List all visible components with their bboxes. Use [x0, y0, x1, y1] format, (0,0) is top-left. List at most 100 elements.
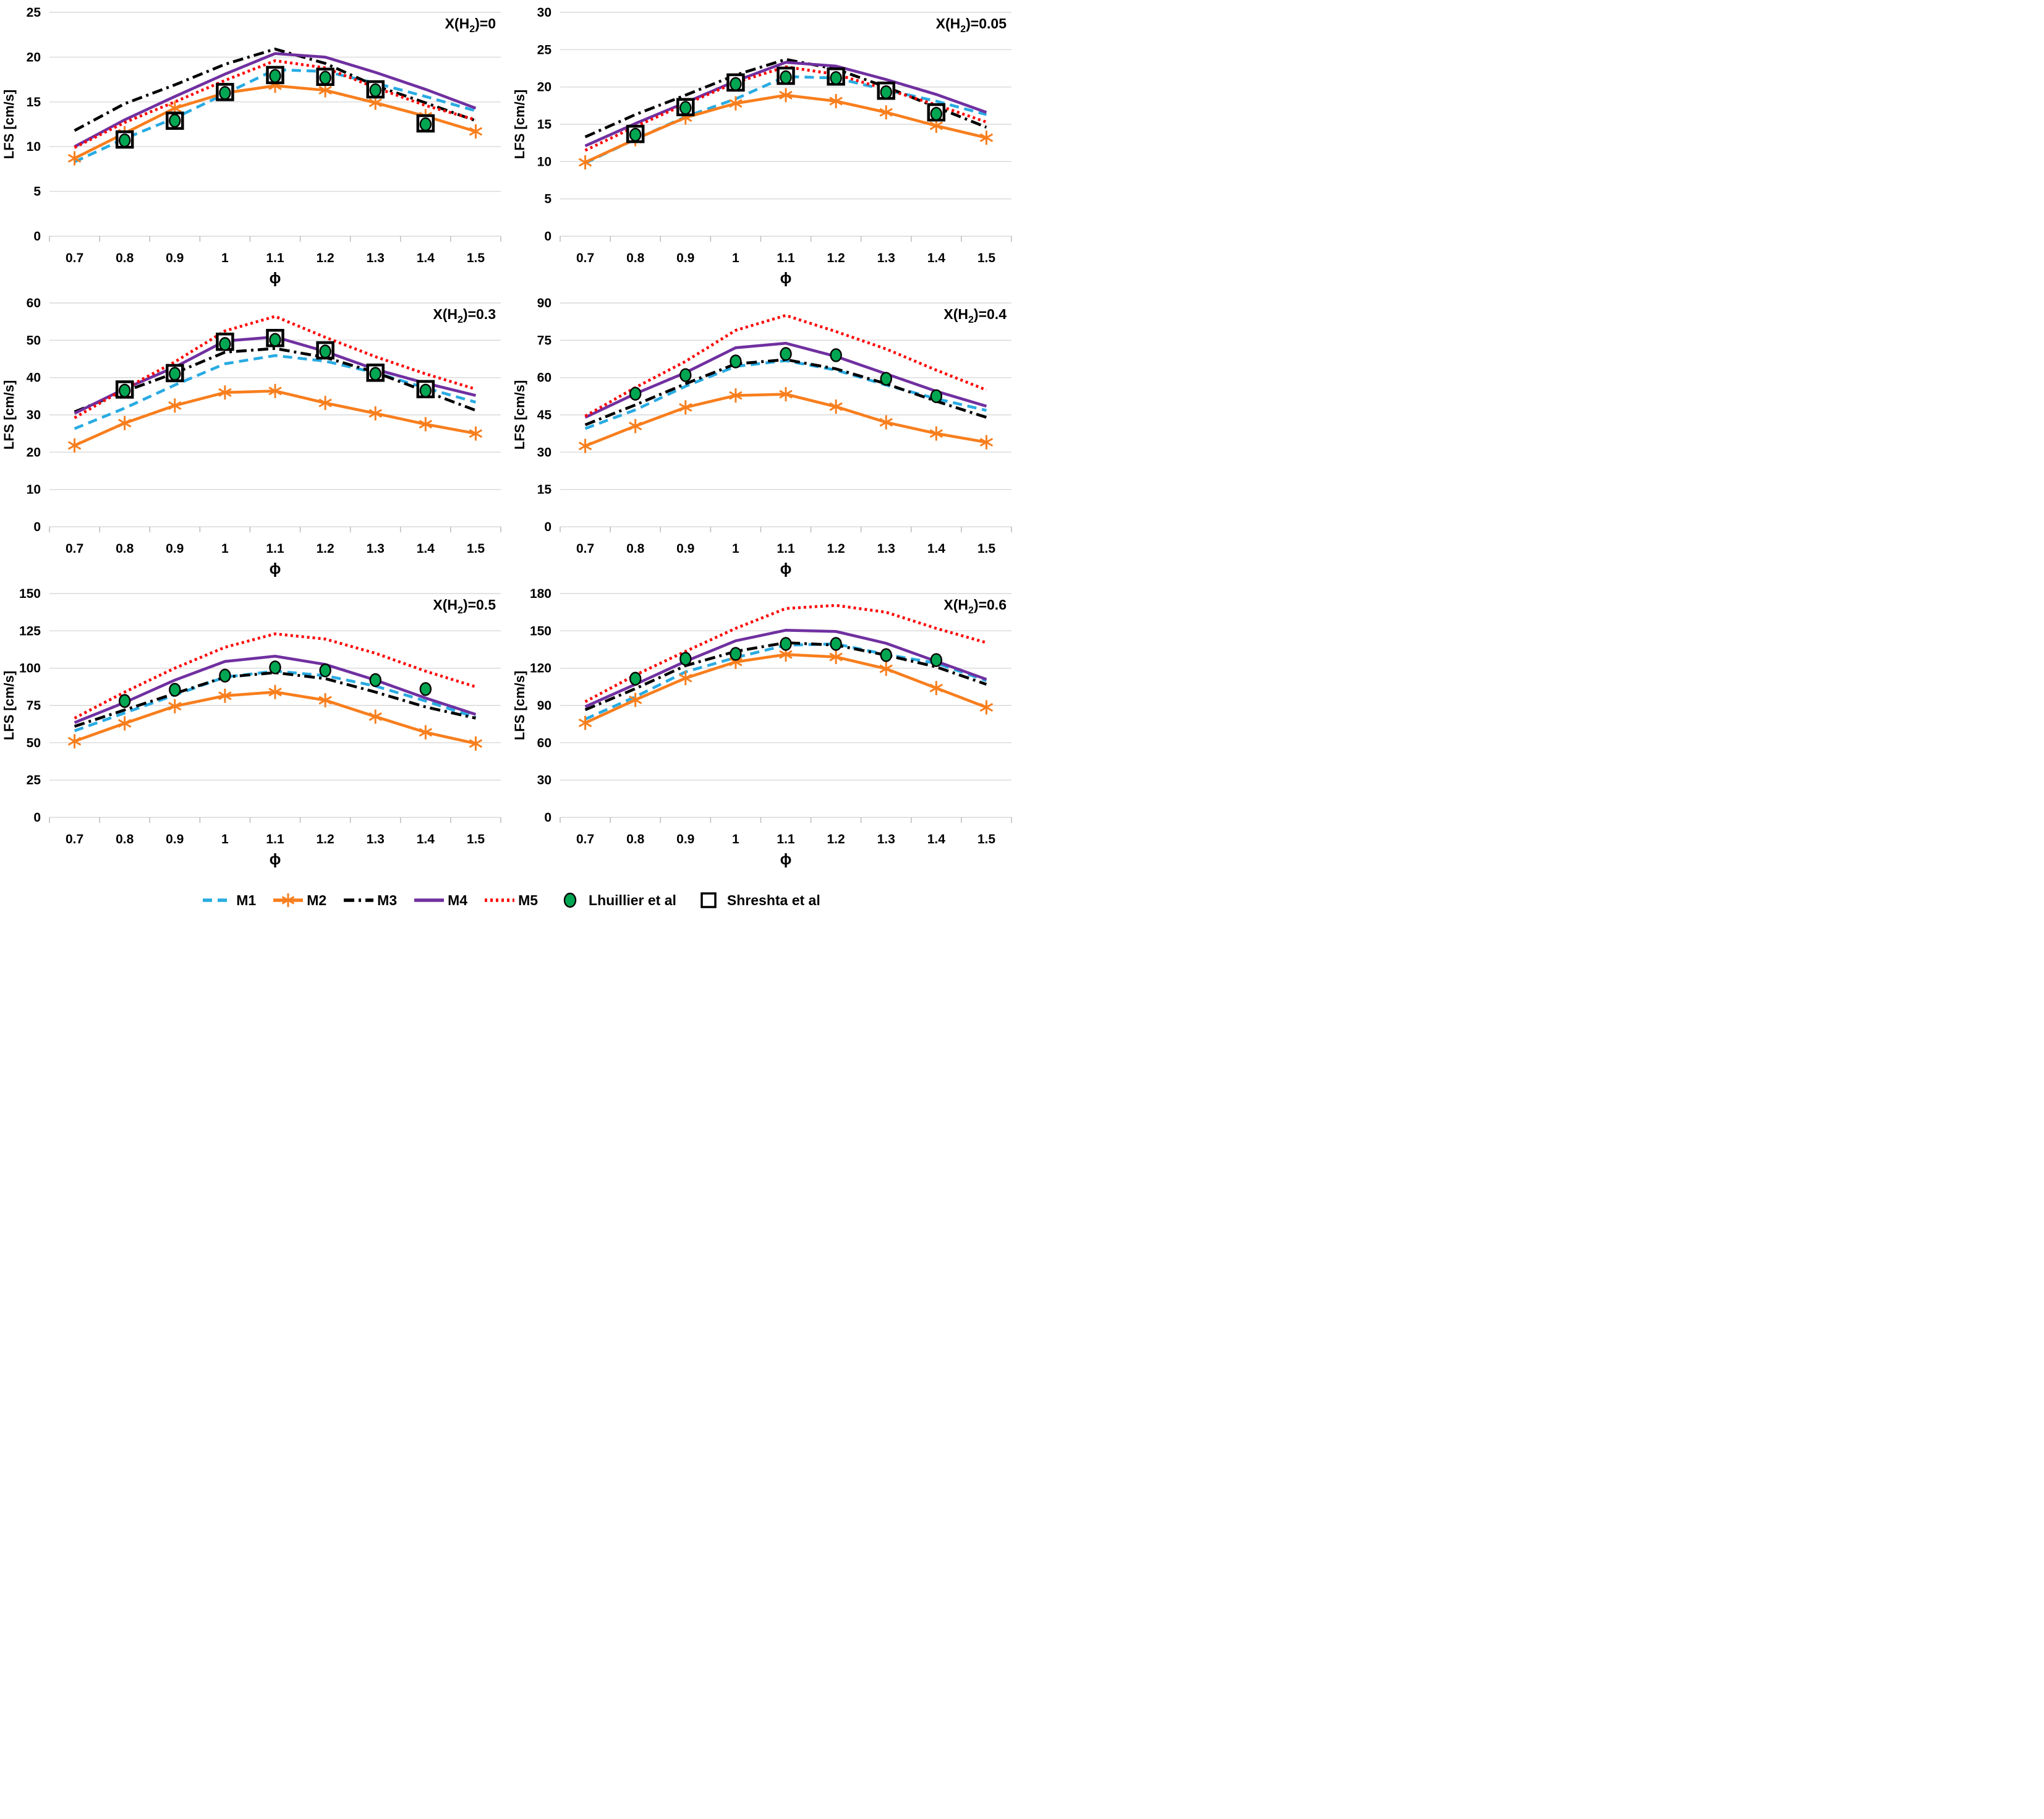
- x-tick-label: 0.7: [576, 542, 594, 556]
- asterisk-marker: [979, 435, 994, 449]
- lhuillier-circle-marker: [169, 114, 181, 128]
- x-tick-label: 0.9: [676, 542, 694, 556]
- x-tick-label: 0.8: [626, 542, 645, 556]
- y-tick-label: 15: [27, 95, 41, 109]
- x-tick-label: 1.4: [417, 832, 435, 846]
- asterisk-marker: [879, 662, 893, 676]
- chart-panel-4: 0 25 50 75 100 125 150 0.7 0.8 0.9 1 1.1 1.2 1.3 1.4 1.…: [0, 584, 511, 874]
- asterisk-marker: [469, 124, 483, 139]
- chart-svg-3: 0 15 30 45 60 75 90 0.7 0.8 0.9 1 1.1 1.2 1.3 1.4 1.5 ϕ L…: [512, 296, 1012, 577]
- series-M5-line: [74, 632, 477, 720]
- lhuillier-circle-marker: [419, 383, 432, 398]
- lhuillier-circle-marker: [780, 637, 792, 651]
- legend-item-M4: M4: [413, 891, 467, 910]
- asterisk-marker: [469, 736, 483, 751]
- asterisk-marker: [368, 406, 382, 421]
- lhuillier-circle-marker: [930, 653, 943, 667]
- lhuillier-circle-marker: [730, 354, 742, 368]
- legend-label-M1: M1: [236, 892, 257, 908]
- x-tick-label: 1.2: [317, 542, 334, 556]
- y-tick-label: 45: [537, 408, 552, 422]
- series-M3-line: [584, 358, 987, 427]
- x-tick-label: 1.5: [467, 832, 485, 846]
- x-axis-title: ϕ: [780, 270, 792, 287]
- y-tick-label: 30: [537, 6, 551, 20]
- y-axis-title: LFS [cm/s]: [1, 90, 17, 159]
- x-tick-label: 1.2: [317, 832, 334, 846]
- x-tick-label: 1.1: [777, 251, 795, 265]
- panel-title: X(H2)=0.5: [433, 597, 496, 616]
- y-tick-label: 90: [537, 296, 551, 310]
- legend-label-M5: M5: [518, 892, 539, 908]
- lhuillier-circle-marker: [169, 367, 181, 381]
- y-tick-label: 0: [33, 811, 41, 825]
- asterisk-marker: [578, 715, 592, 730]
- chart-svg-1: 0 5 10 15 20 25 30 0.7 0.8 0.9 1 1.1 1.2 1.3 1.4 1.5 ϕ LF…: [512, 6, 1012, 287]
- series-M4-line: [584, 629, 987, 709]
- lhuillier-circle-marker: [118, 133, 131, 148]
- chart-panel-1: 0 5 10 15 20 25 30 0.7 0.8 0.9 1 1.1 1.2 1.3 1.4 1.5 ϕ LF…: [511, 2, 1021, 293]
- asterisk-marker: [268, 383, 282, 398]
- x-tick-label: 1.4: [927, 832, 946, 846]
- chart-svg-4: 0 25 50 75 100 125 150 0.7 0.8 0.9 1 1.1 1.2 1.3 1.4 1.…: [1, 587, 501, 868]
- legend-item-M1: M1: [202, 891, 256, 910]
- y-axis-title: LFS [cm/s]: [1, 380, 17, 449]
- series-M2-line: [74, 84, 477, 160]
- y-tick-label: 150: [19, 587, 41, 601]
- figure-legend: M1 M2 M3 M4 M5 Lhuillier et al Shreshta et al: [0, 878, 1022, 922]
- x-tick-label: 1.4: [417, 251, 435, 265]
- y-tick-label: 30: [27, 408, 41, 422]
- series-M2-line: [584, 393, 987, 448]
- chart-svg-0: 0 5 10 15 20 25 0.7 0.8 0.9 1 1.1 1.2 1.3 1.4 1.5 ϕ LFS …: [1, 6, 501, 287]
- x-tick-label: 1.3: [877, 251, 895, 265]
- panel-title: X(H2)=0.4: [943, 306, 1007, 325]
- x-tick-label: 1.1: [266, 832, 284, 846]
- y-tick-label: 10: [27, 483, 41, 497]
- x-tick-label: 1: [732, 251, 739, 265]
- panel-grid: 0 5 10 15 20 25 0.7 0.8 0.9 1 1.1 1.2 1.3 1.4 1.5 ϕ LFS …: [0, 2, 1022, 874]
- y-tick-label: 5: [33, 185, 41, 199]
- y-tick-label: 75: [27, 699, 41, 713]
- lhuillier-circle-marker: [219, 86, 231, 100]
- lhuillier-circle-marker: [629, 671, 642, 686]
- lhuillier-circle-marker: [629, 127, 642, 142]
- x-tick-label: 0.9: [166, 832, 184, 846]
- chart-panel-5: 0 30 60 90 120 150 180 0.7 0.8 0.9 1 1.1 1.2 1.3 1.4 1.…: [511, 584, 1021, 874]
- series-M5-line: [584, 313, 987, 418]
- asterisk-marker: [168, 699, 182, 714]
- asterisk-marker: [419, 725, 433, 739]
- x-tick-label: 1.1: [266, 251, 284, 265]
- x-tick-label: 1: [732, 542, 739, 556]
- asterisk-marker: [578, 438, 592, 453]
- asterisk-marker: [368, 709, 382, 724]
- lhuillier-circle-marker: [219, 668, 231, 683]
- asterisk-marker: [979, 130, 994, 145]
- y-tick-label: 50: [27, 333, 41, 347]
- series-M1-line: [74, 68, 477, 163]
- lhuillier-circle-marker: [830, 637, 842, 651]
- x-axis-title: ϕ: [780, 851, 792, 868]
- y-axis-title: LFS [cm/s]: [512, 90, 527, 159]
- legend-M4-swatch: [414, 898, 445, 902]
- lhuillier-circle-marker: [679, 101, 692, 115]
- lhuillier-circle-marker: [780, 347, 792, 361]
- lhuillier-circle-marker: [319, 70, 331, 85]
- x-tick-label: 1.1: [777, 542, 795, 556]
- legend-label-M2: M2: [307, 892, 327, 908]
- series-M4-line: [584, 61, 987, 148]
- x-axis-title: ϕ: [780, 560, 792, 577]
- y-tick-label: 120: [530, 662, 551, 676]
- lfs-multipanel-figure: 0 5 10 15 20 25 0.7 0.8 0.9 1 1.1 1.2 1.3 1.4 1.5 ϕ LFS …: [0, 0, 1022, 922]
- y-tick-label: 0: [544, 520, 551, 534]
- asterisk-marker: [879, 105, 893, 120]
- x-tick-label: 0.9: [166, 251, 184, 265]
- y-tick-label: 0: [544, 229, 551, 244]
- x-tick-label: 0.8: [116, 542, 134, 556]
- asterisk-marker: [779, 88, 793, 103]
- series-M2-line: [74, 390, 476, 447]
- series-M4-line: [74, 52, 477, 148]
- asterisk-marker: [829, 94, 843, 109]
- asterisk-marker: [679, 400, 692, 415]
- asterisk-marker: [879, 415, 893, 430]
- y-tick-label: 150: [530, 624, 551, 638]
